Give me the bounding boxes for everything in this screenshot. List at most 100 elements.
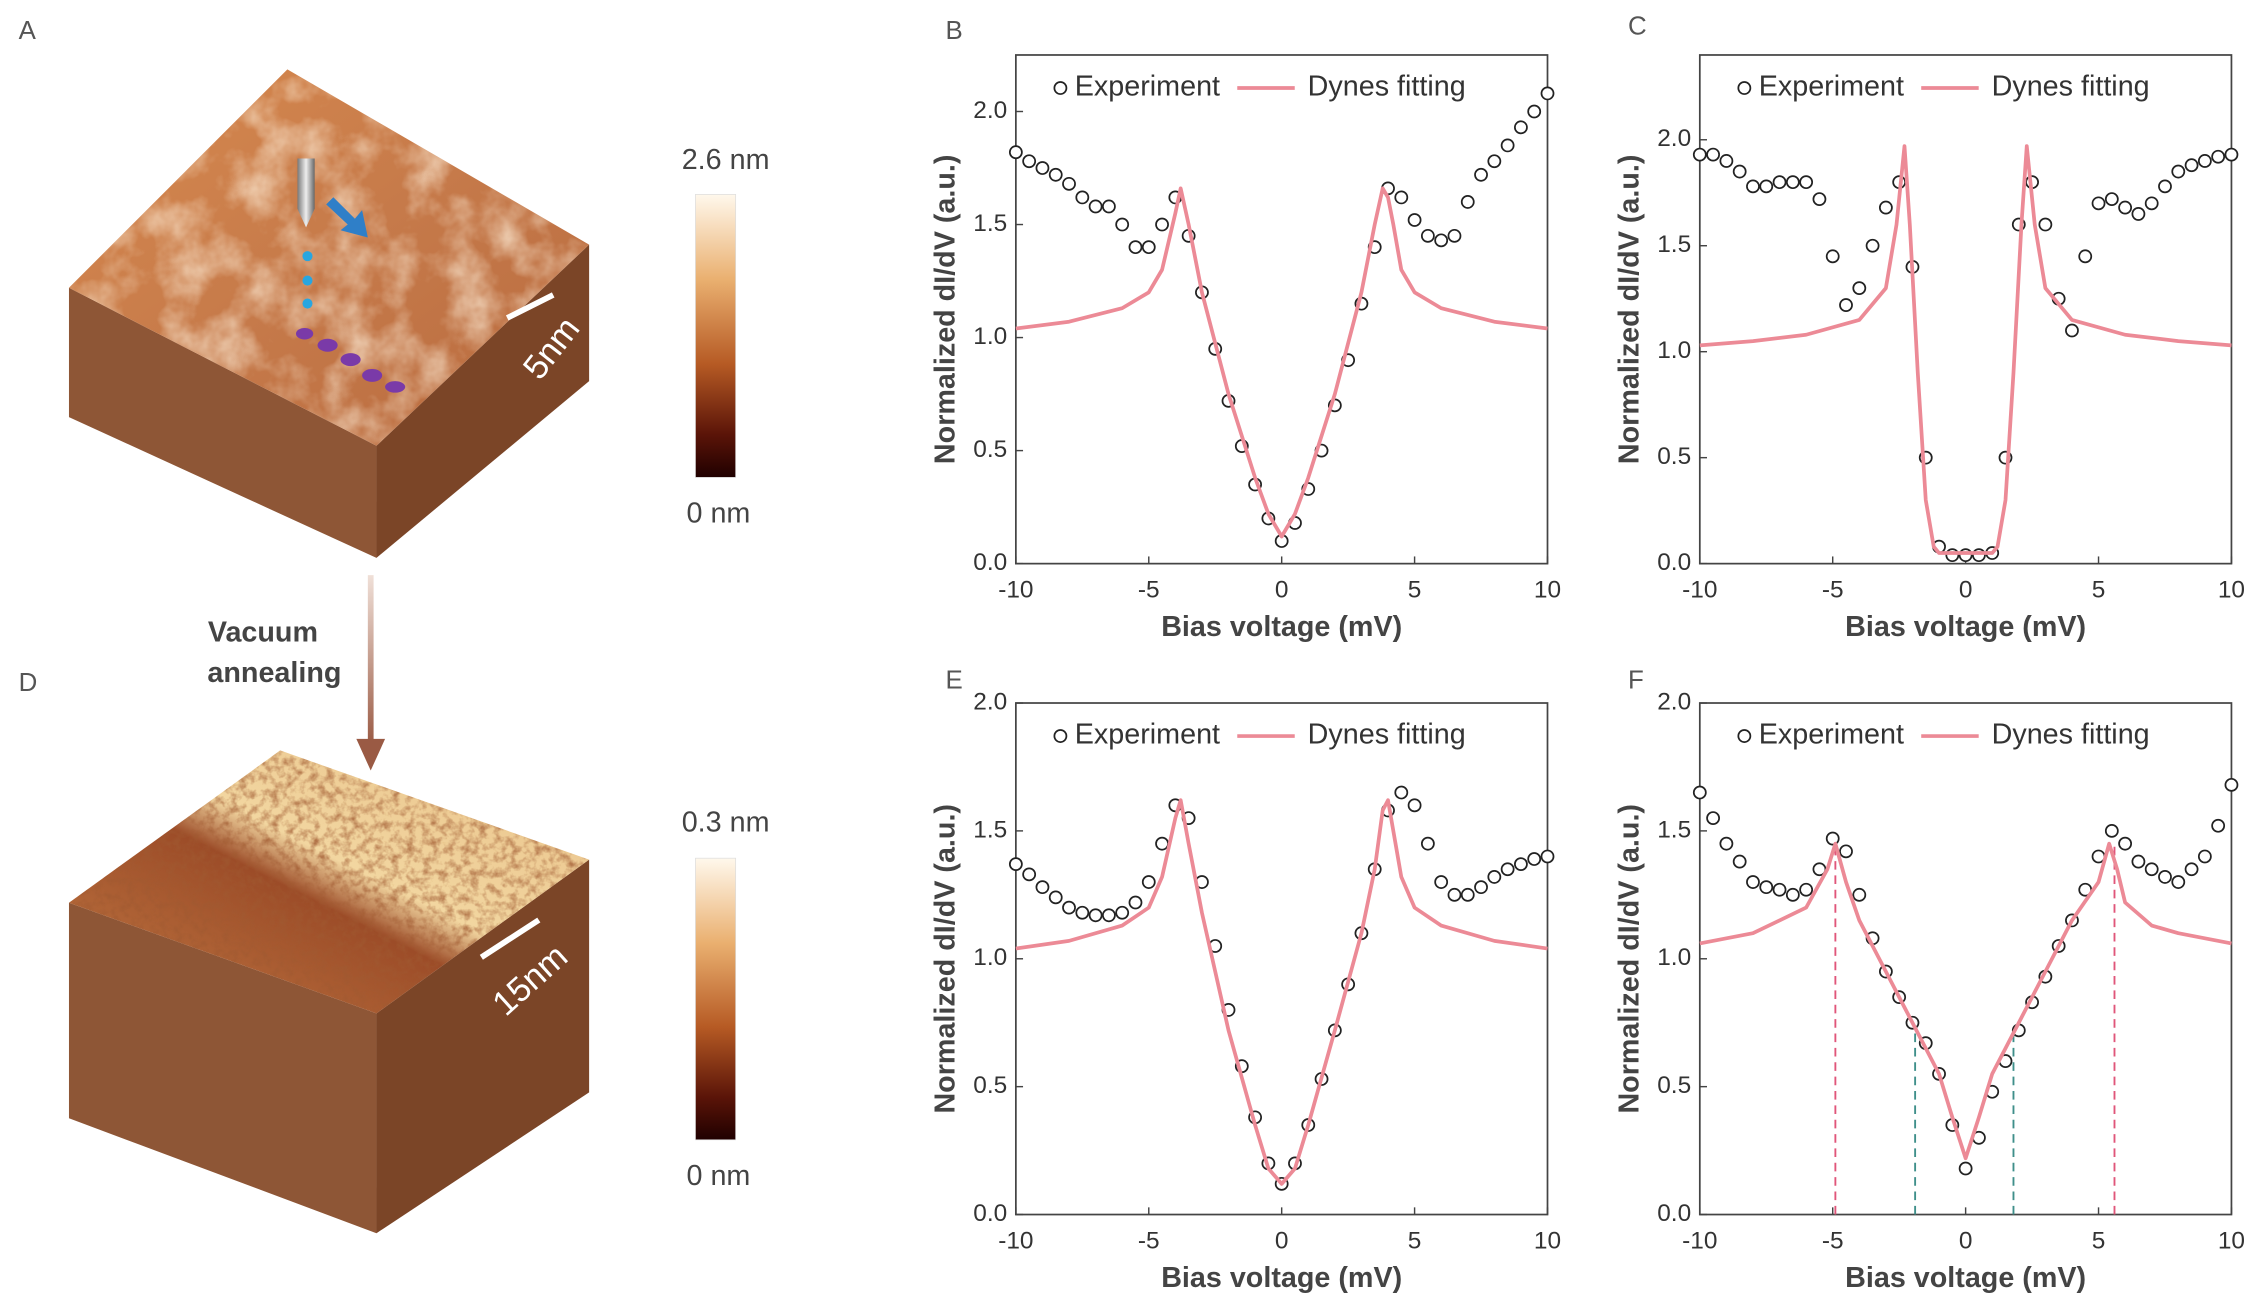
panel-label: B	[945, 17, 962, 45]
plot-frame	[1698, 54, 2233, 565]
y-tick-label: 0.5	[1657, 1072, 1691, 1099]
data-point	[1527, 104, 1542, 119]
data-point	[1514, 120, 1528, 135]
legend-label: Experiment	[1759, 71, 1904, 103]
data-point	[1958, 1161, 1973, 1176]
data-point	[1035, 880, 1050, 895]
data-point	[1035, 161, 1050, 175]
data-point	[1772, 175, 1787, 190]
legend-label: Experiment	[1075, 719, 1220, 751]
data-point	[1759, 179, 1774, 194]
x-axis-label: Bias voltage (mV)	[1845, 1262, 2086, 1294]
panel-label: A	[19, 17, 37, 45]
data-point	[2104, 192, 2119, 206]
y-tick-label: 2.0	[1657, 125, 1691, 152]
x-tick-label: -5	[1138, 576, 1160, 603]
fit-line	[1015, 186, 1548, 539]
data-point	[1420, 836, 1435, 851]
data-point	[1799, 175, 1814, 190]
data-point	[1785, 175, 1800, 190]
data-point	[1447, 887, 1462, 902]
data-point	[1812, 192, 1827, 206]
data-point	[1394, 190, 1409, 205]
y-axis-label: Normalized dI/dV (a.u.)	[1613, 804, 1645, 1114]
y-tick-label: 1.5	[973, 816, 1007, 843]
y-tick-label: 1.0	[1657, 337, 1691, 364]
data-point	[1141, 240, 1156, 255]
data-point	[2038, 217, 2053, 232]
legend-marker	[1053, 81, 1068, 95]
data-point	[1434, 875, 1449, 889]
data-point	[2211, 149, 2226, 164]
colorbar-max: 2.6 nm	[682, 144, 770, 176]
legend-label: Dynes fitting	[1308, 719, 1466, 751]
data-point	[1839, 298, 1853, 312]
annealing-label: Vacuum	[208, 617, 318, 649]
data-point	[2158, 870, 2172, 884]
data-point	[1460, 887, 1475, 902]
x-tick-label: 5	[2092, 576, 2106, 603]
data-point	[1128, 240, 1143, 255]
fit-line	[1699, 841, 2232, 1161]
panel-label: F	[1628, 666, 1644, 694]
data-point	[1958, 548, 1973, 563]
data-point	[1719, 836, 1734, 851]
legend-label: Dynes fitting	[1992, 71, 2150, 103]
data-point	[1102, 199, 1116, 214]
data-point	[1732, 854, 1747, 869]
y-tick-label: 1.5	[973, 210, 1007, 237]
data-point	[2118, 836, 2133, 851]
data-point	[1008, 145, 1023, 160]
x-tick-label: -10	[998, 1227, 1033, 1254]
data-point	[1692, 147, 1707, 162]
data-point	[2118, 200, 2133, 215]
y-axis-label: Normalized dI/dV (a.u.)	[929, 155, 961, 465]
data-point	[2184, 862, 2199, 877]
data-point	[1514, 857, 1528, 872]
data-point	[1799, 882, 1814, 897]
data-point	[1487, 870, 1502, 884]
y-tick-label: 0.0	[1657, 1200, 1691, 1227]
data-point	[1746, 875, 1760, 889]
data-point	[1447, 228, 1462, 243]
data-point	[1540, 86, 1555, 101]
y-tick-label: 0.0	[1657, 549, 1691, 576]
panel-label: C	[1628, 13, 1647, 41]
y-tick-label: 2.0	[973, 97, 1007, 124]
legend-label: Dynes fitting	[1308, 71, 1466, 103]
x-tick-label: 10	[1534, 576, 1561, 603]
data-point	[2171, 875, 2186, 889]
data-point	[1128, 895, 1143, 910]
data-point	[1407, 798, 1422, 813]
stm-image-a: 5nm	[68, 69, 590, 558]
data-point	[1420, 228, 1435, 243]
y-tick-label: 1.5	[1657, 816, 1691, 843]
data-point	[1500, 138, 1515, 153]
data-point	[1102, 908, 1116, 923]
data-point	[1394, 785, 1409, 800]
y-tick-label: 1.0	[973, 323, 1007, 350]
x-tick-label: -10	[1682, 576, 1717, 603]
stm-image-d: 15nm	[68, 750, 590, 1234]
panel-label: D	[19, 669, 38, 697]
data-point	[2144, 196, 2159, 211]
legend-marker	[1737, 81, 1752, 95]
data-point	[1075, 905, 1090, 920]
x-tick-label: -10	[1682, 1227, 1717, 1254]
data-point	[2158, 179, 2172, 194]
panel-label: E	[945, 666, 962, 694]
data-point	[1088, 908, 1103, 923]
y-tick-label: 0.5	[973, 436, 1007, 463]
y-axis-label: Normalized dI/dV (a.u.)	[929, 804, 961, 1114]
annealing-arrow	[356, 575, 386, 771]
data-point	[1088, 199, 1103, 214]
data-point	[1527, 852, 1542, 866]
plot-frame	[1014, 702, 1549, 1216]
data-point	[1048, 890, 1063, 905]
colorbar-max: 0.3 nm	[682, 806, 770, 838]
fit-line	[1015, 798, 1548, 1186]
data-point	[1474, 167, 1488, 182]
legend-label: Experiment	[1759, 719, 1904, 751]
data-point	[1141, 875, 1156, 889]
